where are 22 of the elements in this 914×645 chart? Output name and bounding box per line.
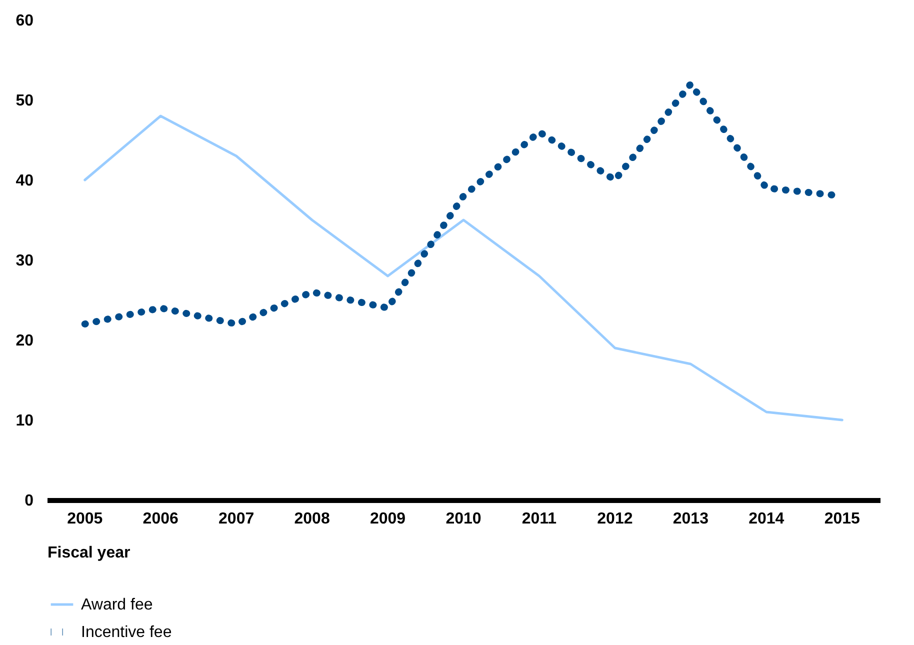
x-tick-label: 2008 xyxy=(294,510,330,528)
line-series xyxy=(84,114,844,422)
x-tick-label: 2007 xyxy=(218,510,254,528)
x-tick-label: 2005 xyxy=(67,510,103,528)
x-tick-label: 2013 xyxy=(672,510,709,528)
x-tick-label: 2009 xyxy=(370,510,406,528)
x-axis-title: Fiscal year xyxy=(48,544,130,562)
y-tick-label: 0 xyxy=(24,492,34,510)
y-tick-label: 60 xyxy=(16,12,34,30)
x-tick-label: 2012 xyxy=(597,510,633,528)
x-tick-label: 2010 xyxy=(446,510,482,528)
legend-label: Incentive fee xyxy=(81,624,172,641)
y-tick-label: 30 xyxy=(16,252,34,270)
y-tick-label: 20 xyxy=(16,332,34,350)
y-tick-label: 40 xyxy=(16,172,34,190)
x-tick-label: 2014 xyxy=(748,510,784,528)
y-tick-label: 10 xyxy=(16,412,34,430)
x-tick-label: 2006 xyxy=(142,510,178,528)
y-tick-label: 50 xyxy=(16,92,34,110)
x-tick-label: 2011 xyxy=(522,510,557,528)
legend-label: Award fee xyxy=(81,596,153,614)
x-tick-label: 2015 xyxy=(824,510,860,528)
